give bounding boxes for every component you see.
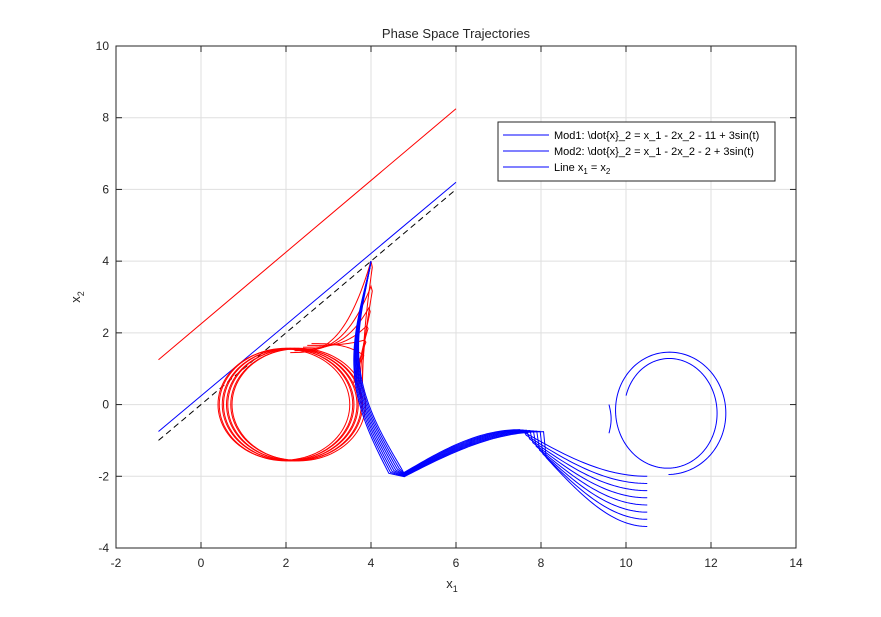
x-tick-label: -2	[111, 556, 122, 570]
legend-line-mid: = x	[588, 162, 607, 174]
blue-trajectory-path	[358, 261, 648, 477]
legend-line-main: Line x	[554, 162, 584, 174]
data-layer	[158, 108, 727, 527]
blue-trajectory-path	[356, 261, 648, 499]
x-axis-title-sub: 1	[453, 584, 458, 594]
x-tick-label: 8	[538, 556, 545, 570]
y-axis-title: x2	[68, 291, 86, 303]
y-tick-label: 10	[96, 39, 110, 53]
y-axis-title-main: x	[68, 296, 83, 303]
blue-spiral-end	[608, 404, 612, 434]
y-tick-label: 8	[102, 111, 109, 125]
red-trajectory-loop	[230, 348, 363, 461]
legend: Mod1: \dot{x}_2 = x_1 - 2x_2 - 11 + 3sin…	[497, 121, 776, 182]
y-tick-label: -2	[98, 469, 109, 483]
blue-trajectory-path	[353, 261, 648, 527]
x-axis-title: x1	[446, 576, 458, 594]
x-tick-label: 4	[368, 556, 375, 570]
blue-line	[158, 181, 457, 432]
x-tick-label: 6	[453, 556, 460, 570]
legend-label-mod2: Mod2: \dot{x}_2 = x_1 - 2x_2 - 2 + 3sin(…	[554, 146, 754, 158]
blue-trajectory-path	[354, 261, 648, 513]
blue-trajectory-path	[357, 261, 648, 484]
y-tick-label: 6	[102, 182, 109, 196]
x-tick-label: 2	[283, 556, 290, 570]
y-tick-label: -4	[98, 541, 109, 555]
y-tick-label: 4	[102, 254, 109, 268]
black-dashed-line	[158, 189, 457, 441]
legend-line-sub2: 2	[606, 167, 611, 176]
red-trajectory-loop	[217, 348, 351, 461]
blue-trajectory-path	[355, 261, 648, 506]
y-tick-label: 2	[102, 326, 109, 340]
x-tick-label: 0	[198, 556, 205, 570]
red-trajectory-loop	[225, 348, 359, 461]
red-trajectory-loop	[231, 347, 366, 462]
x-tick-label: 10	[619, 556, 633, 570]
y-axis-title-sub: 2	[76, 291, 86, 296]
x-axis-title-main: x	[446, 576, 453, 591]
legend-label-mod1: Mod1: \dot{x}_2 = x_1 - 2x_2 - 11 + 3sin…	[554, 130, 759, 142]
x-tick-label: 14	[789, 556, 803, 570]
red-trajectory-loop	[221, 348, 355, 461]
blue-trajectory-path	[356, 261, 648, 492]
red-trajectory-spike	[290, 260, 373, 384]
red-line	[158, 108, 457, 361]
legend-label-line: Line x1 = x2	[554, 162, 611, 176]
blue-trajectory-path	[354, 261, 648, 520]
chart-title: Phase Space Trajectories	[382, 26, 531, 41]
blue-spiral	[615, 351, 727, 475]
y-tick-label: 0	[102, 398, 109, 412]
legend-line-sub1: 1	[583, 167, 588, 176]
x-tick-label: 12	[704, 556, 718, 570]
